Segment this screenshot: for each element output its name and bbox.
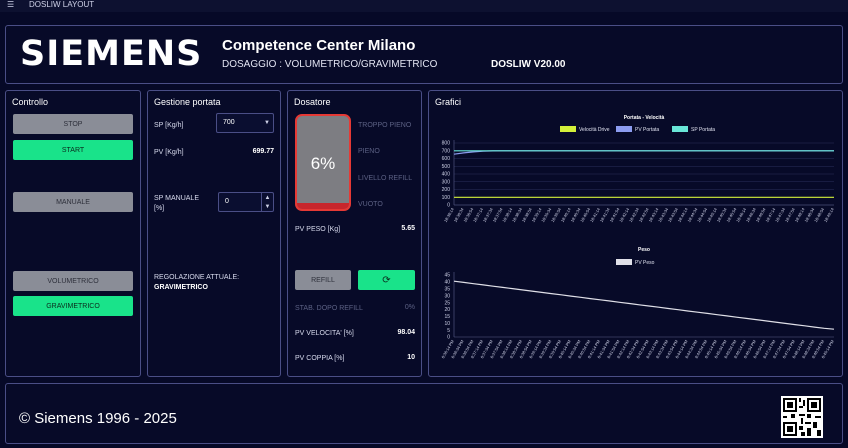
qr-code-icon (781, 396, 823, 438)
stepper-arrows-icon[interactable]: ▲ ▼ (261, 193, 273, 211)
chart-1-legend-swatch-1 (560, 126, 576, 132)
chart-1-y-tick-9: 800 (442, 141, 451, 147)
chart-1-legend-label-1: Velocità Drive (579, 127, 610, 133)
chart-1-y-tick-8: 700 (442, 148, 451, 154)
chart-2-y-tick-1: 0 (447, 335, 450, 341)
pv-value: 699.77 (252, 148, 274, 155)
chart-1-legend-label-2: PV Portata (635, 127, 659, 133)
stab-dopo-refill-value: 0% (404, 304, 415, 311)
sp-input[interactable]: 700 ▼ (216, 113, 274, 133)
dosing-mode-subtitle: DOSAGGIO : VOLUMETRICO/GRAVIMETRICO (222, 59, 438, 70)
chevron-down-icon[interactable]: ▼ (264, 120, 270, 126)
pv-coppia-label: PV COPPIA [%] (295, 355, 345, 362)
sp-manuale-label: SP MANUALE (154, 195, 199, 202)
chart-1-y-tick-5: 400 (442, 172, 451, 178)
chart-1-y-tick-2: 100 (442, 195, 451, 201)
chart-1-y-tick-7: 600 (442, 156, 451, 162)
vuoto-indicator: VUOTO (358, 201, 383, 208)
hopper-level-gauge: 6% (295, 114, 351, 211)
pv-peso-label: PV PESO [Kg] (295, 226, 341, 233)
gravimetrico-button[interactable]: GRAVIMETRICO (13, 296, 133, 316)
dosatore-title: Dosatore (294, 97, 331, 107)
siemens-logo: SIEMENS (20, 34, 203, 74)
chart-2-title: Peso (638, 247, 650, 253)
pv-label: PV [Kg/h] (154, 149, 184, 156)
sp-manuale-value: 0 (225, 198, 229, 205)
chart-1-title: Portata - Velocità (624, 115, 665, 121)
pv-coppia-value: 10 (407, 354, 415, 361)
chart-2-y-tick-9: 40 (444, 280, 450, 286)
hopper-level-fill (297, 203, 349, 209)
pv-velocita-value: 98.04 (397, 329, 415, 336)
company-name: Competence Center Milano (222, 37, 416, 54)
refresh-icon: ⟳ (382, 274, 391, 286)
sp-manuale-stepper[interactable]: 0 ▲ ▼ (218, 192, 274, 212)
chart-2-y-tick-5: 20 (444, 307, 450, 313)
top-bar: ☰ DOSLIW LAYOUT (0, 0, 848, 12)
gestione-portata-panel: Gestione portata SP [Kg/h] 700 ▼ PV [Kg/… (147, 90, 281, 377)
chart-2-y-tick-6: 25 (444, 300, 450, 306)
version-label: DOSLIW V20.00 (491, 59, 566, 70)
hamburger-menu-icon[interactable]: ☰ (7, 0, 15, 9)
chart-2-y-tick-7: 30 (444, 293, 450, 299)
volumetrico-button[interactable]: VOLUMETRICO (13, 271, 133, 291)
chart-1-legend-label-3: SP Portata (691, 127, 715, 133)
chart-2-y-tick-4: 15 (444, 314, 450, 320)
app-title: DOSLIW LAYOUT (29, 0, 95, 9)
copyright-text: © Siemens 1996 - 2025 (19, 410, 177, 427)
chart-2-y-tick-10: 45 (444, 273, 450, 279)
footer-panel: © Siemens 1996 - 2025 (5, 383, 843, 444)
start-button[interactable]: START (13, 140, 133, 160)
hopper-level-percent: 6% (310, 154, 336, 173)
chart-1-y-tick-1: 0 (447, 203, 450, 209)
pieno-indicator: PIENO (358, 148, 380, 155)
gestione-portata-title: Gestione portata (154, 97, 221, 107)
charts-area: Portata - Velocità Velocità Drive PV Porta… (440, 115, 836, 359)
regolazione-value: GRAVIMETRICO (154, 284, 208, 291)
chart-2-series-line-1 (453, 280, 835, 330)
manuale-button[interactable]: MANUALE (13, 192, 133, 212)
chart-2-legend-label-1: PV Peso (635, 260, 655, 266)
chart-1-y-tick-3: 200 (442, 187, 451, 193)
chart-1-legend-swatch-3 (672, 126, 688, 132)
troppo-pieno-indicator: TROPPO PIENO (358, 122, 412, 129)
pv-peso-value: 5.65 (401, 225, 415, 232)
chart-2-y-tick-3: 10 (444, 321, 450, 327)
chart-1-legend-swatch-2 (616, 126, 632, 132)
refresh-button[interactable]: ⟳ (358, 270, 415, 290)
stop-button[interactable]: STOP (13, 114, 133, 134)
chart-1-y-tick-6: 500 (442, 164, 451, 170)
regolazione-label: REGOLAZIONE ATTUALE: (154, 274, 240, 281)
sp-label: SP [Kg/h] (154, 122, 184, 129)
controllo-title: Controllo (12, 97, 49, 107)
chart-2-y-tick-8: 35 (444, 286, 450, 292)
sp-input-value: 700 (223, 119, 235, 126)
livello-refill-indicator: LIVELLO REFILL (358, 175, 413, 182)
refill-button[interactable]: REFILL (295, 270, 351, 290)
chart-1-x-tick-40: 18:49:14 (823, 206, 836, 223)
pv-velocita-label: PV VELOCITA' [%] (295, 330, 354, 337)
chart-2-legend-swatch-1 (616, 259, 632, 265)
dosatore-panel: Dosatore 6% TROPPO PIENO PIENO LIVELLO R… (287, 90, 422, 377)
stab-dopo-refill-label: STAB. DOPO REFILL (295, 305, 363, 312)
chart-2-y-tick-2: 5 (447, 328, 450, 334)
sp-manuale-unit: [%] (154, 205, 165, 212)
grafici-title: Grafici (435, 97, 462, 107)
controllo-panel: Controllo STOP START MANUALE VOLUMETRICO… (5, 90, 141, 377)
chart-1-y-tick-4: 300 (442, 179, 451, 185)
grafici-panel: Grafici Portata - Velocità Velocità Drive… (428, 90, 843, 377)
header-panel: SIEMENS Competence Center Milano DOSAGGI… (5, 25, 843, 84)
